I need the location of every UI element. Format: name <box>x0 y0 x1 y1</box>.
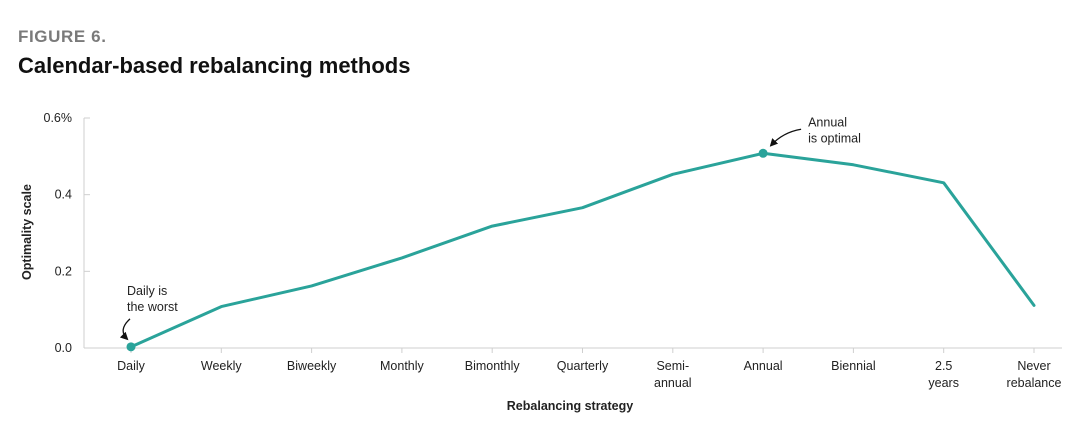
x-tick-label: Never rebalance <box>1007 359 1062 390</box>
annotation-arrow <box>119 318 131 341</box>
x-tick-label: Biennial <box>831 359 875 373</box>
x-tick-label-line: Bimonthly <box>465 359 521 373</box>
x-tick-label-line: years <box>928 376 959 390</box>
x-tick-label-line: Biennial <box>831 359 875 373</box>
x-tick-label: 2.5 years <box>928 359 959 390</box>
series-line <box>129 151 1036 349</box>
x-tick-label-line: Annual <box>744 359 783 373</box>
x-tick-label: Quarterly <box>557 359 609 373</box>
figure-title: Calendar-based rebalancing methods <box>18 53 411 78</box>
annotation-line: the worst <box>127 300 178 314</box>
x-tick-label: Semi-annual <box>654 359 692 390</box>
x-tick-label: Daily <box>117 359 146 373</box>
annotation-line: is optimal <box>808 131 861 145</box>
x-tick-label-line: Semi- <box>656 359 689 373</box>
y-tick-label: 0.6% <box>44 111 73 125</box>
y-tick-label: 0.0 <box>55 341 72 355</box>
highlight-point <box>126 342 136 352</box>
figure-label: FIGURE 6. <box>18 27 107 46</box>
x-tick-label-line: Quarterly <box>557 359 609 373</box>
x-tick-label-line: Never <box>1017 359 1050 373</box>
x-tick-label-line: 2.5 <box>935 359 952 373</box>
y-axis-title: Optimality scale <box>20 184 34 280</box>
annotation-line: Annual <box>808 115 847 129</box>
x-tick-label: Monthly <box>380 359 425 373</box>
highlight-point <box>758 148 768 158</box>
x-tick-label-line: Biweekly <box>287 359 337 373</box>
x-tick-label: Biweekly <box>287 359 337 373</box>
annotation-label: Annual is optimal <box>808 115 861 145</box>
x-tick-label: Weekly <box>201 359 243 373</box>
annotation-label: Daily is the worst <box>127 284 178 314</box>
annotation-line: Daily is <box>127 284 167 298</box>
y-tick-label: 0.2 <box>55 264 72 278</box>
x-tick-label-line: Monthly <box>380 359 425 373</box>
x-tick-label-line: Weekly <box>201 359 243 373</box>
x-tick-label: Annual <box>744 359 783 373</box>
x-tick-label-line: annual <box>654 376 692 390</box>
x-tick-label-line: rebalance <box>1007 376 1062 390</box>
y-tick-label: 0.4 <box>55 188 72 202</box>
x-axis-title: Rebalancing strategy <box>507 399 633 413</box>
x-tick-label: Bimonthly <box>465 359 521 373</box>
x-tick-label-line: Daily <box>117 359 146 373</box>
annotation-arrow <box>769 128 802 147</box>
